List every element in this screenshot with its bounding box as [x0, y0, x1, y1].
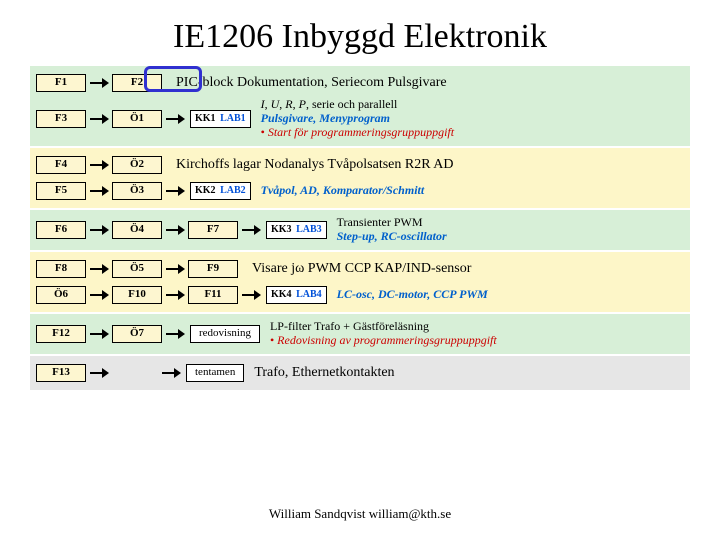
lesson-cell: F11: [188, 286, 238, 304]
lesson-cell: F8: [36, 260, 86, 278]
arrow-icon: [88, 182, 112, 200]
page-title: IE1206 Inbyggd Elektronik: [0, 0, 720, 66]
lesson-cell: Ö5: [112, 260, 162, 278]
row: F6Ö4F7KK3 LAB3Transienter PWMStep-up, RC…: [36, 214, 684, 246]
band: F12Ö7redovisningLP-filter Trafo + Gästfö…: [30, 314, 690, 354]
arrow-icon: [88, 156, 112, 174]
lesson-cell: Ö1: [112, 110, 162, 128]
footer: William Sandqvist william@kth.se: [0, 506, 720, 522]
row-text-column: Tvåpol, AD, Komparator/Schmitt: [251, 184, 684, 198]
row-text-column: I, U, R, P, serie och parallellPulsgivar…: [251, 98, 684, 139]
row: F4 Ö2 Kirchoffs lagar Nodanalys Tvåpolsats…: [36, 152, 684, 178]
text-line: • Redovisning av programmeringsgruppuppg…: [270, 334, 684, 348]
row-text-column: LC-osc, DC-motor, CCP PWM: [327, 288, 684, 302]
lesson-cell: Ö6: [36, 286, 86, 304]
lesson-cell: Ö3: [112, 182, 162, 200]
row-text-column: LP-filter Trafo + Gästföreläsning• Redov…: [260, 320, 684, 348]
lesson-cell: F6: [36, 221, 86, 239]
lesson-cell: F4: [36, 156, 86, 174]
arrow-icon: [164, 260, 188, 278]
band: F6Ö4F7KK3 LAB3Transienter PWMStep-up, RC…: [30, 210, 690, 250]
row: F13 tentamen Trafo, Ethernetkontakten: [36, 360, 684, 386]
row: F12Ö7redovisningLP-filter Trafo + Gästfö…: [36, 318, 684, 350]
arrow-icon: [164, 286, 188, 304]
row-description: Trafo, Ethernetkontakten: [254, 365, 684, 381]
lesson-cell: F9: [188, 260, 238, 278]
lesson-cell: F3: [36, 110, 86, 128]
arrow-icon: [164, 325, 188, 343]
band: F8 Ö5 F9 Visare jω PWM CCP KAP/IND-sensor Ö6…: [30, 252, 690, 312]
row: F8 Ö5 F9 Visare jω PWM CCP KAP/IND-sensor: [36, 256, 684, 282]
arrow-icon: [88, 74, 112, 92]
text-line: • Start för programmeringsgruppuppgift: [261, 126, 684, 140]
row-text-column: Transienter PWMStep-up, RC-oscillator: [327, 216, 684, 244]
lesson-cell: F13: [36, 364, 86, 382]
lesson-cell: F5: [36, 182, 86, 200]
arrow-icon: [240, 286, 264, 304]
lesson-cell: F10: [112, 286, 162, 304]
kk-box: KK2 LAB2: [190, 182, 251, 200]
text-line: LC-osc, DC-motor, CCP PWM: [337, 288, 684, 302]
row: F3Ö1KK1 LAB1I, U, R, P, serie och parall…: [36, 96, 684, 142]
kk-box: KK4 LAB4: [266, 286, 327, 304]
row: F1 F2 PIC-block Dokumentation, Seriecom Pu…: [36, 70, 684, 96]
arrow-icon: [160, 364, 184, 382]
lesson-cell: F2: [112, 74, 162, 92]
row: F5 Ö3 KK2 LAB2 Tvåpol, AD, Komparator/Schmi…: [36, 178, 684, 204]
text-line: Transienter PWM: [337, 216, 684, 230]
arrow-icon: [88, 221, 112, 239]
diagram: F1 F2 PIC-block Dokumentation, Seriecom Pu…: [30, 66, 690, 390]
wide-box: redovisning: [190, 325, 260, 343]
lesson-cell: F7: [188, 221, 238, 239]
lesson-cell: F12: [36, 325, 86, 343]
row-description: Visare jω PWM CCP KAP/IND-sensor: [252, 261, 684, 277]
arrow-icon: [88, 325, 112, 343]
text-line: LP-filter Trafo + Gästföreläsning: [270, 320, 684, 334]
row: Ö6 F10 F11 KK4 LAB4 LC-osc, DC-motor, CCP PW…: [36, 282, 684, 308]
lesson-cell: Ö2: [112, 156, 162, 174]
arrow-icon: [164, 110, 188, 128]
arrow-icon: [88, 364, 112, 382]
text-line: Tvåpol, AD, Komparator/Schmitt: [261, 184, 684, 198]
text-line: I, U, R, P, serie och parallell: [261, 98, 684, 112]
lesson-cell: Ö7: [112, 325, 162, 343]
wide-box: tentamen: [186, 364, 244, 382]
lesson-cell: Ö4: [112, 221, 162, 239]
lesson-cell: F1: [36, 74, 86, 92]
arrow-icon: [88, 110, 112, 128]
arrow-icon: [164, 221, 188, 239]
kk-box: KK1 LAB1: [190, 110, 251, 128]
arrow-icon: [88, 260, 112, 278]
band: F1 F2 PIC-block Dokumentation, Seriecom Pu…: [30, 66, 690, 146]
band: F13 tentamen Trafo, Ethernetkontakten: [30, 356, 690, 390]
band: F4 Ö2 Kirchoffs lagar Nodanalys Tvåpolsats…: [30, 148, 690, 208]
arrow-icon: [164, 182, 188, 200]
text-line: Step-up, RC-oscillator: [337, 230, 684, 244]
text-line: Pulsgivare, Menyprogram: [261, 112, 684, 126]
kk-box: KK3 LAB3: [266, 221, 327, 239]
arrow-icon: [240, 221, 264, 239]
row-description: PIC-block Dokumentation, Seriecom Pulsgi…: [176, 75, 684, 91]
row-description: Kirchoffs lagar Nodanalys Tvåpolsatsen R…: [176, 157, 684, 173]
arrow-icon: [88, 286, 112, 304]
